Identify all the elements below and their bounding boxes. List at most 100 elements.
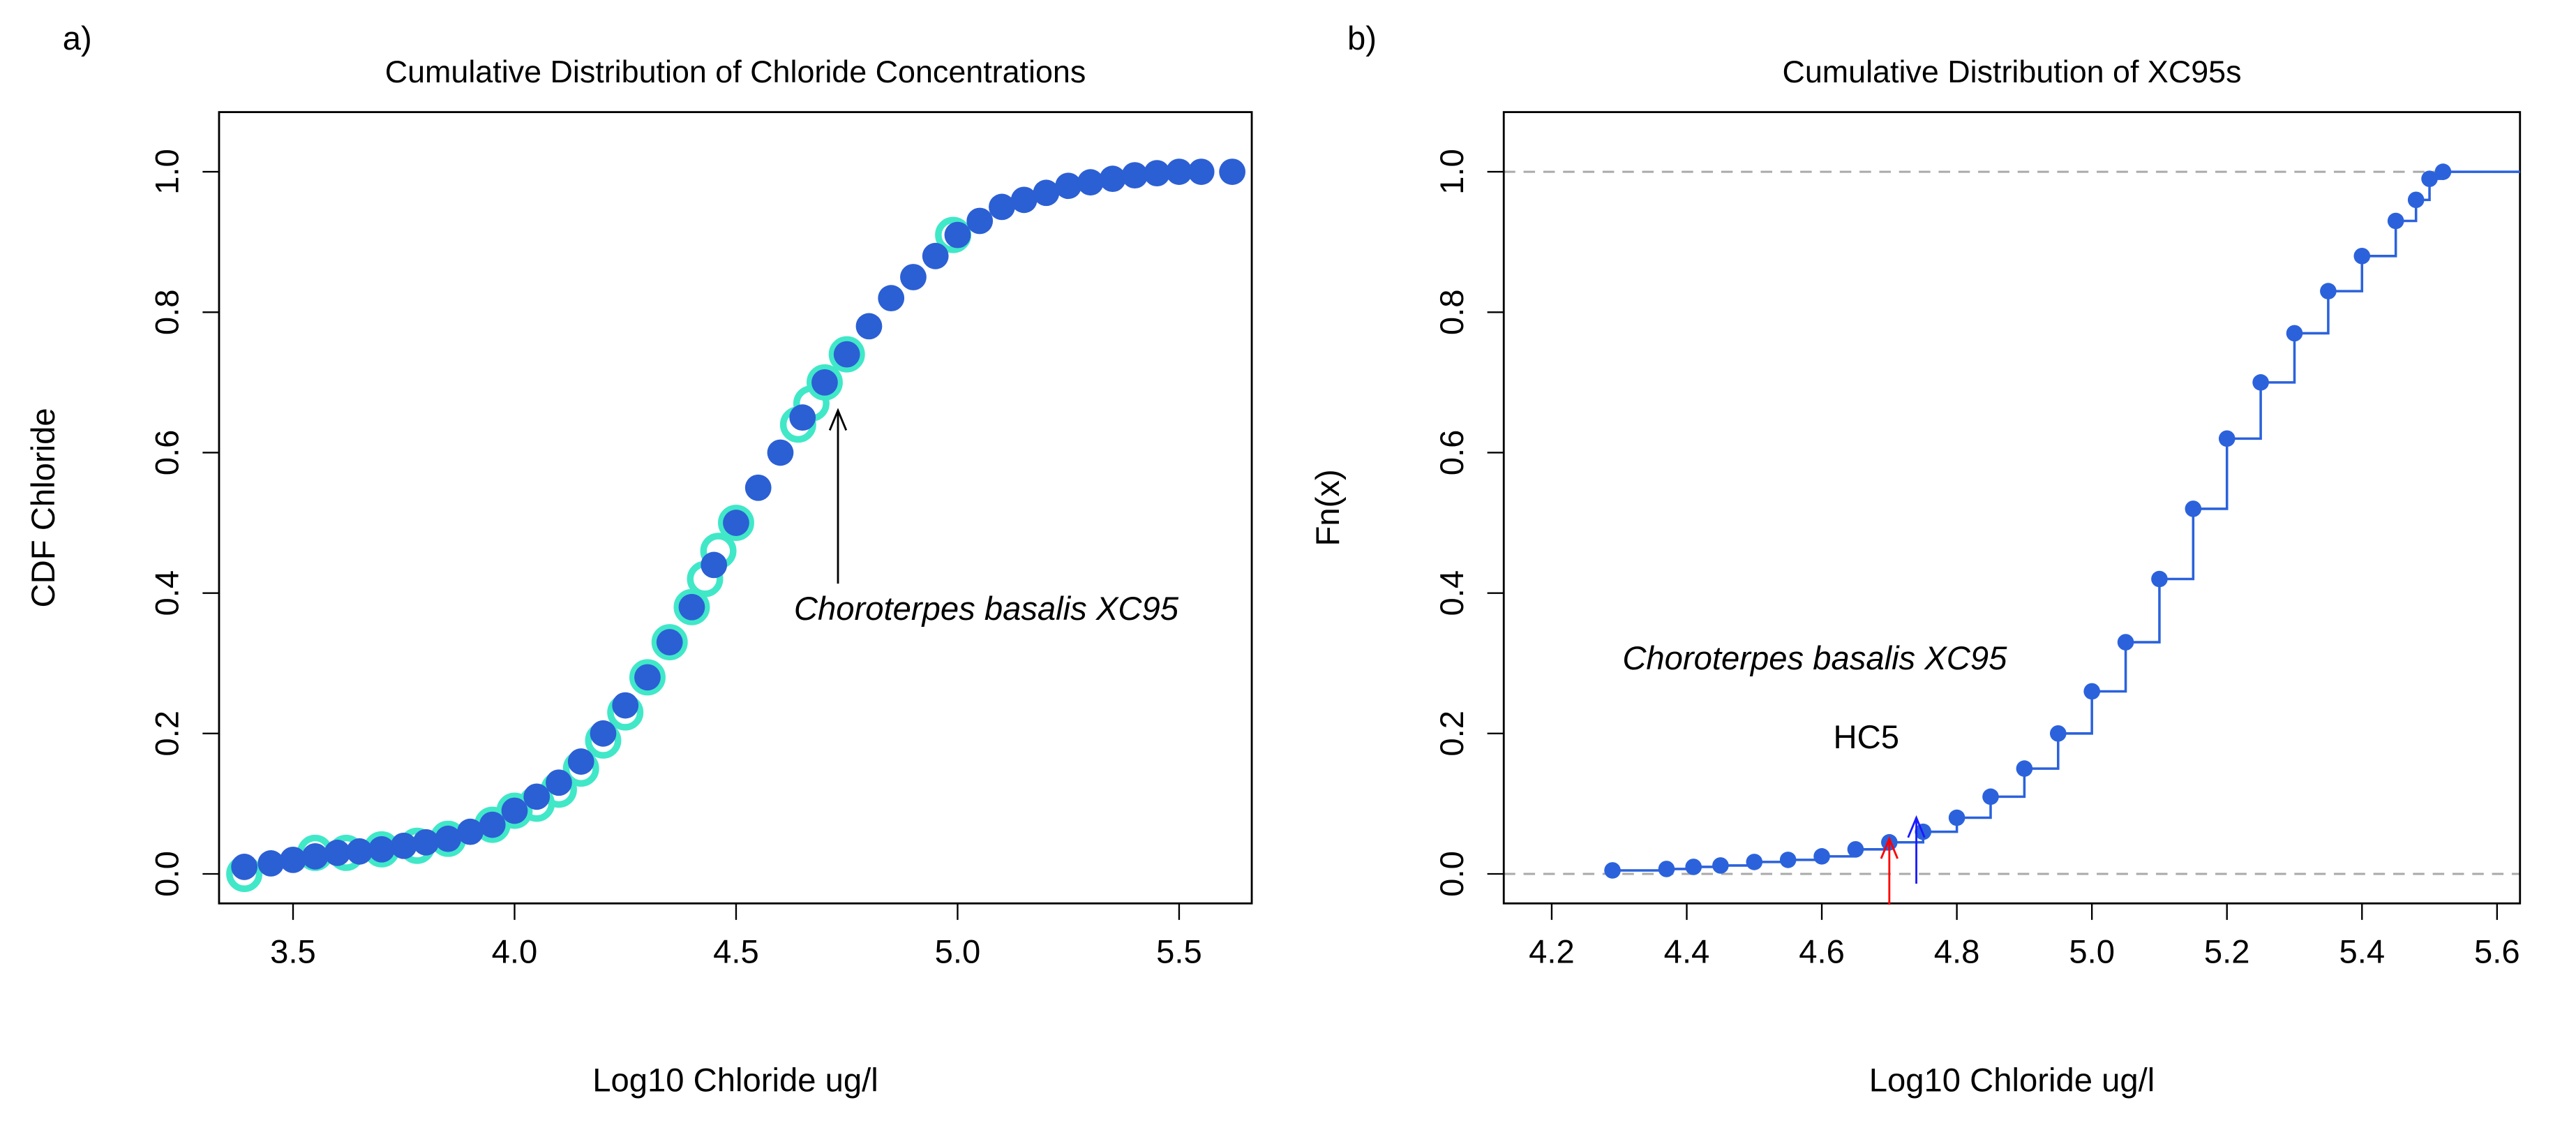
chart-title: Cumulative Distribution of Chloride Conc… (385, 54, 1086, 89)
point (673, 588, 710, 625)
point (767, 439, 794, 466)
y-tick-label: 0.2 (1434, 711, 1471, 757)
point (479, 811, 506, 838)
x-tick-label: 4.4 (1664, 933, 1710, 970)
point (723, 510, 749, 536)
point (1219, 158, 1246, 185)
point (1813, 848, 1830, 865)
arrow-head (1907, 815, 1926, 838)
x-tick-label: 3.5 (270, 933, 316, 970)
point (346, 838, 373, 865)
point (546, 769, 572, 796)
point (2421, 170, 2438, 187)
point (811, 369, 838, 396)
point (656, 629, 683, 655)
point (833, 341, 860, 368)
y-tick-label: 0.0 (1434, 851, 1471, 897)
point (2151, 570, 2168, 588)
point (2117, 634, 2134, 651)
point (1188, 158, 1215, 185)
point (744, 474, 772, 501)
point (2434, 163, 2452, 180)
annotation: HC5 (1834, 719, 1899, 756)
point (2185, 500, 2202, 517)
point (2252, 374, 2269, 391)
x-tick-label: 4.6 (1799, 933, 1845, 970)
y-tick-label: 0.0 (149, 851, 186, 897)
x-tick-label: 5.2 (2204, 933, 2250, 970)
y-tick-label: 0.8 (149, 289, 186, 335)
point (2083, 683, 2100, 700)
point (651, 624, 688, 661)
point (989, 193, 1015, 221)
point (1010, 186, 1038, 214)
point (966, 207, 994, 235)
x-axis-label: Log10 Chloride ug/l (592, 1062, 878, 1099)
point (567, 748, 594, 775)
annotation: Choroterpes basalis XC95 (1622, 640, 2007, 677)
chart-title: Cumulative Distribution of XC95s (1782, 54, 2241, 89)
y-tick-label: 0.8 (1434, 289, 1471, 335)
point (501, 797, 528, 824)
x-tick-label: 5.0 (935, 933, 981, 970)
point (612, 692, 639, 719)
point (678, 593, 705, 621)
point (390, 832, 417, 859)
point (1033, 179, 1060, 207)
point (828, 336, 865, 373)
point (412, 829, 440, 856)
x-tick-label: 4.2 (1529, 933, 1575, 970)
y-axis-label: CDF Chloride (25, 408, 62, 607)
point (301, 842, 329, 870)
arrow-head (1880, 836, 1899, 859)
plot-frame (1502, 111, 2522, 905)
plot-frame (218, 111, 1253, 905)
point (900, 264, 927, 290)
x-tick-label: 4.0 (492, 933, 538, 970)
point (2016, 760, 2033, 777)
point (280, 846, 306, 873)
point (435, 825, 462, 852)
point (2218, 430, 2236, 447)
annotation: Choroterpes basalis XC95 (794, 591, 1179, 628)
arrow-head (828, 408, 848, 431)
point (1121, 162, 1148, 189)
point (1847, 840, 1864, 858)
x-tick-label: 5.5 (1156, 933, 1202, 970)
x-tick-label: 5.0 (2069, 933, 2115, 970)
point (806, 364, 843, 401)
point (2049, 725, 2067, 742)
point (1948, 809, 1965, 826)
y-tick-label: 0.4 (149, 570, 186, 616)
y-axis-label: Fn(x) (1310, 469, 1347, 546)
point (922, 242, 949, 269)
point (944, 221, 971, 248)
point (1982, 788, 1999, 806)
x-tick-label: 4.8 (1934, 933, 1980, 970)
point (324, 839, 351, 866)
point (878, 285, 905, 312)
point (1746, 854, 1763, 870)
point (1712, 857, 1729, 874)
point (789, 404, 816, 431)
point (2286, 325, 2303, 342)
point (457, 818, 484, 845)
point (523, 783, 551, 810)
y-tick-label: 1.0 (1434, 149, 1471, 195)
y-tick-label: 0.6 (149, 430, 186, 476)
panel-label: b) (1347, 20, 1377, 57)
y-tick-label: 0.6 (1434, 430, 1471, 476)
point (629, 659, 666, 696)
point (1166, 158, 1192, 185)
y-tick-label: 0.2 (149, 711, 186, 757)
point (2320, 283, 2337, 299)
point (1055, 172, 1082, 200)
point (1604, 862, 1621, 879)
point (257, 850, 285, 877)
point (1685, 859, 1702, 875)
ecdf-line (1612, 170, 2520, 872)
point (1144, 160, 1171, 187)
point (231, 854, 258, 880)
